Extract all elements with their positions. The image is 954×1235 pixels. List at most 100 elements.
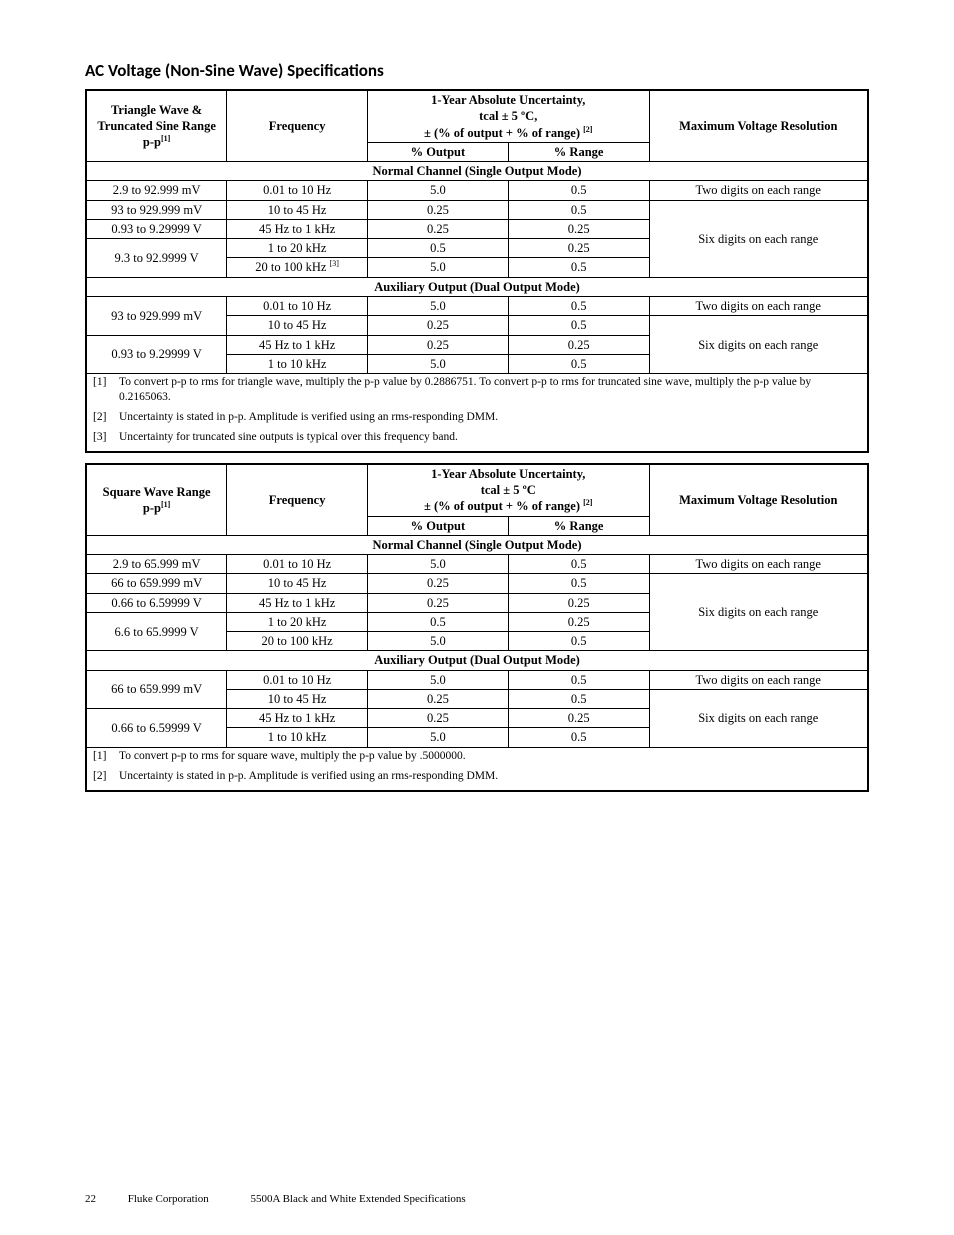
band-normal: Normal Channel (Single Output Mode) [86,162,868,181]
range-cell: 0.93 to 9.29999 V [86,219,227,238]
output-cell: 0.25 [368,574,509,593]
freq-cell: 45 Hz to 1 kHz [227,709,368,728]
col-range-label: Triangle Wave & Truncated Sine Range [97,103,216,133]
rangep-cell: 0.5 [508,574,649,593]
rangep-cell: 0.25 [508,709,649,728]
freq-cell: 10 to 45 Hz [227,200,368,219]
output-cell: 0.25 [368,335,509,354]
output-cell: 5.0 [368,354,509,373]
footer-corp: Fluke Corporation [128,1193,248,1205]
freq-cell: 0.01 to 10 Hz [227,181,368,200]
band-aux: Auxiliary Output (Dual Output Mode) [86,277,868,296]
freq-cell: 0.01 to 10 Hz [227,297,368,316]
table-row: 66 to 659.999 mV 10 to 45 Hz 0.25 0.5 Si… [86,574,868,593]
note-num: [1] [93,749,119,764]
rangep-cell: 0.5 [508,200,649,219]
rangep-cell: 0.5 [508,258,649,277]
range-cell: 93 to 929.999 mV [86,200,227,219]
output-cell: 5.0 [368,297,509,316]
table-row: 2.9 to 92.999 mV 0.01 to 10 Hz 5.0 0.5 T… [86,181,868,200]
output-cell: 5.0 [368,632,509,651]
note-num: [2] [93,769,119,784]
output-cell: 0.25 [368,200,509,219]
note-num: [1] [93,375,119,405]
rangep-cell: 0.5 [508,728,649,747]
freq-cell: 1 to 20 kHz [227,612,368,631]
note-text: Uncertainty is stated in p-p. Amplitude … [119,769,498,784]
col-range-header: Square Wave Range p-p[1] [86,464,227,536]
page-footer: 22 Fluke Corporation 5500A Black and Whi… [85,1193,466,1205]
res-cell: Six digits on each range [649,689,868,747]
range-cell: 9.3 to 92.9999 V [86,239,227,278]
output-cell: 0.25 [368,316,509,335]
uncert-sup: [2] [583,125,592,134]
output-cell: 0.25 [368,219,509,238]
col-output-header: % Output [368,142,509,161]
freq-cell: 0.01 to 10 Hz [227,555,368,574]
res-cell: Six digits on each range [649,200,868,277]
col-maxres-header: Maximum Voltage Resolution [649,464,868,536]
col-range-header: Triangle Wave & Truncated Sine Range p-p… [86,90,227,162]
col-frequency-header: Frequency [227,90,368,162]
notes-block: [1]To convert p-p to rms for square wave… [86,747,868,790]
res-cell: Two digits on each range [649,555,868,574]
rangep-cell: 0.25 [508,612,649,631]
uncert-bot: ± (% of output + % of range) [424,499,580,513]
output-cell: 5.0 [368,181,509,200]
rangep-cell: 0.5 [508,354,649,373]
range-cell: 0.66 to 6.59999 V [86,593,227,612]
rangep-cell: 0.5 [508,181,649,200]
rangep-cell: 0.5 [508,555,649,574]
rangep-cell: 0.25 [508,219,649,238]
col-frequency-header: Frequency [227,464,368,536]
rangep-cell: 0.5 [508,689,649,708]
range-cell: 66 to 659.999 mV [86,670,227,709]
range-cell: 66 to 659.999 mV [86,574,227,593]
rangep-cell: 0.5 [508,632,649,651]
note-num: [3] [93,430,119,445]
output-cell: 5.0 [368,555,509,574]
col-rangep-header: % Range [508,516,649,535]
uncert-bot: ± (% of output + % of range) [424,126,580,140]
col-range-sub: p-p [143,135,161,149]
note-num: [2] [93,410,119,425]
note-text: Uncertainty for truncated sine outputs i… [119,430,458,445]
range-cell: 0.66 to 6.59999 V [86,709,227,748]
col-uncertainty-header: 1-Year Absolute Uncertainty, tcal ± 5 ºC… [368,464,650,516]
freq-cell: 45 Hz to 1 kHz [227,593,368,612]
range-cell: 2.9 to 65.999 mV [86,555,227,574]
col-rangep-header: % Range [508,142,649,161]
footer-doc: 5500A Black and White Extended Specifica… [251,1193,466,1205]
col-range-sup: [1] [161,134,170,143]
range-cell: 2.9 to 92.999 mV [86,181,227,200]
rangep-cell: 0.5 [508,297,649,316]
uncert-mid: tcal ± 5 ºC [481,483,536,497]
uncert-top: 1-Year Absolute Uncertainty, [431,467,585,481]
rangep-cell: 0.5 [508,316,649,335]
rangep-cell: 0.5 [508,670,649,689]
freq-cell: 10 to 45 Hz [227,316,368,335]
output-cell: 0.25 [368,593,509,612]
notes-block: [1]To convert p-p to rms for triangle wa… [86,374,868,452]
freq-cell: 0.01 to 10 Hz [227,670,368,689]
freq-cell: 45 Hz to 1 kHz [227,335,368,354]
freq-cell: 10 to 45 Hz [227,689,368,708]
range-cell: 0.93 to 9.29999 V [86,335,227,374]
output-cell: 0.25 [368,709,509,728]
col-range-sub: p-p [143,501,161,515]
note-text: To convert p-p to rms for triangle wave,… [119,375,861,405]
res-cell: Two digits on each range [649,181,868,200]
res-cell: Six digits on each range [649,574,868,651]
output-cell: 5.0 [368,258,509,277]
col-maxres-header: Maximum Voltage Resolution [649,90,868,162]
freq-cell: 20 to 100 kHz [227,632,368,651]
band-aux: Auxiliary Output (Dual Output Mode) [86,651,868,670]
note-text: Uncertainty is stated in p-p. Amplitude … [119,410,498,425]
output-cell: 0.25 [368,689,509,708]
note-text: To convert p-p to rms for square wave, m… [119,749,466,764]
table-row: 2.9 to 65.999 mV 0.01 to 10 Hz 5.0 0.5 T… [86,555,868,574]
uncert-top: 1-Year Absolute Uncertainty, [431,93,585,107]
triangle-truncated-sine-table: Triangle Wave & Truncated Sine Range p-p… [85,89,869,453]
square-wave-table: Square Wave Range p-p[1] Frequency 1-Yea… [85,463,869,792]
uncert-sup: [2] [583,498,592,507]
